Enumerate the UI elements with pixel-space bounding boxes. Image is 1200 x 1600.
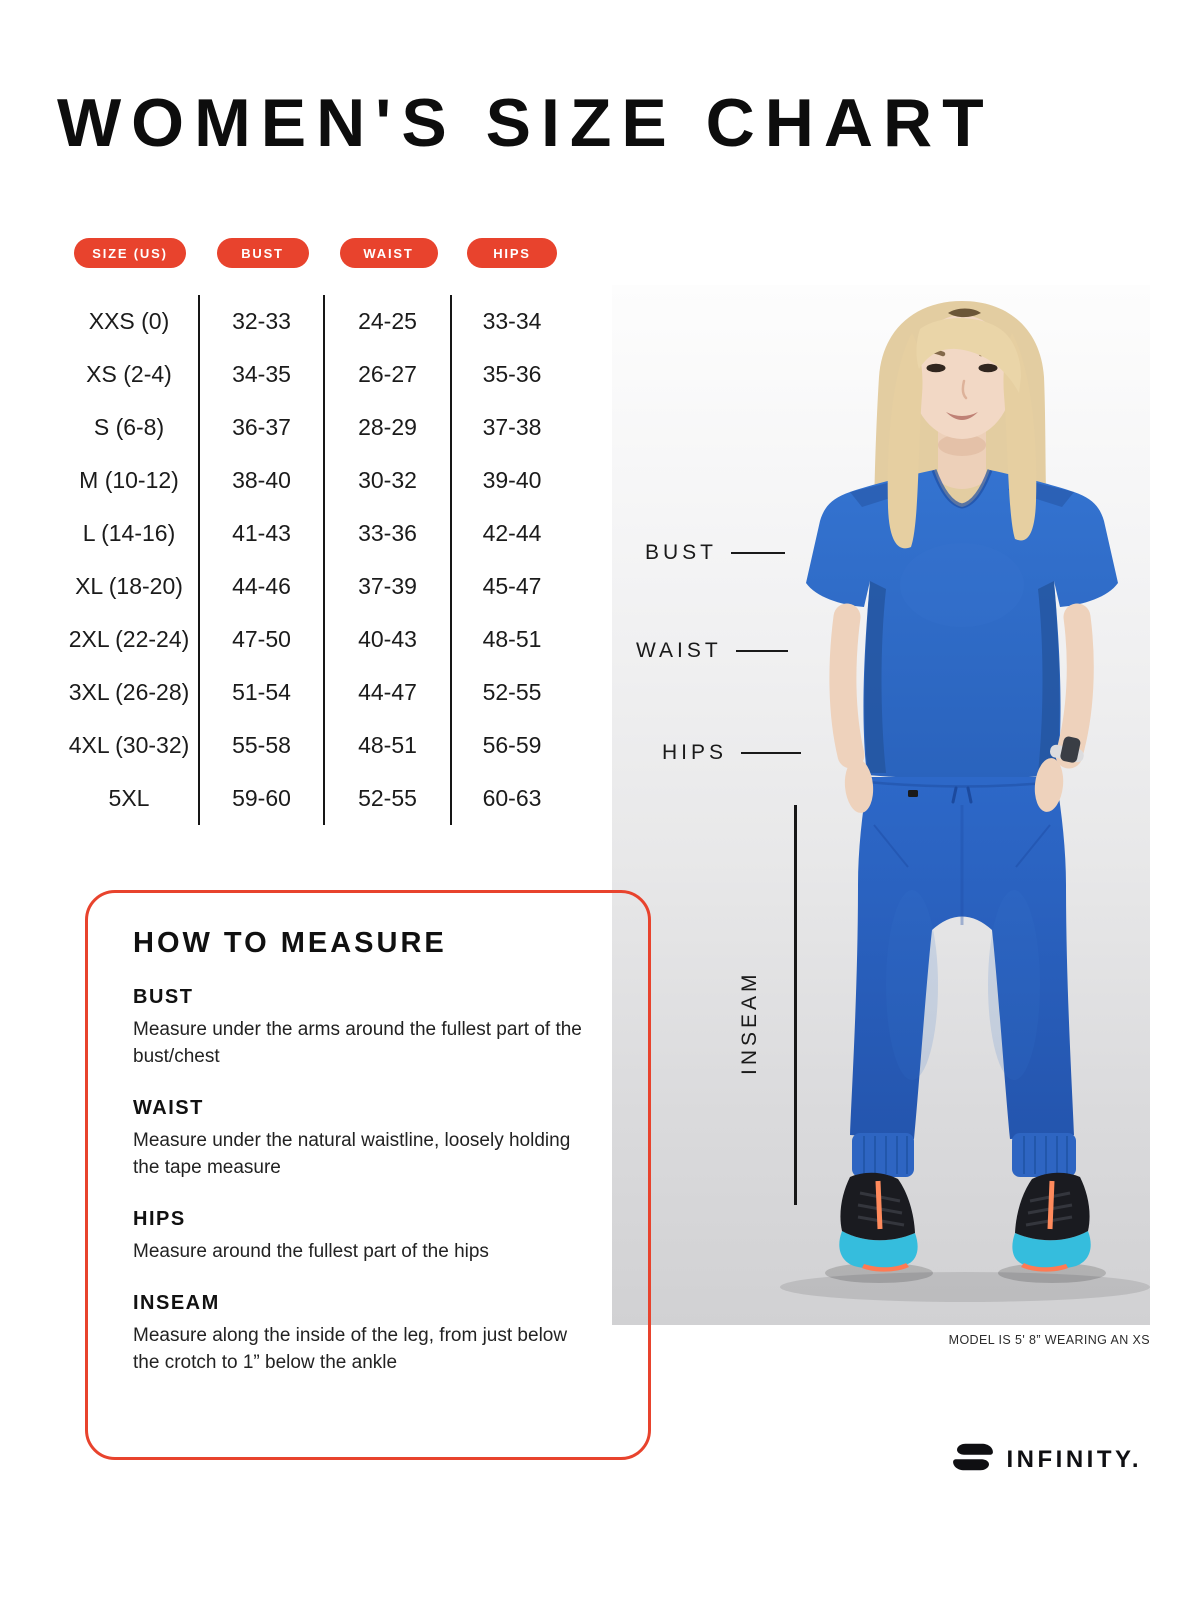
- table-cell: S (6-8): [60, 401, 200, 454]
- table-cell: L (14-16): [60, 507, 200, 560]
- hips-pointer-label: HIPS: [662, 741, 728, 764]
- table-cell: 35-36: [482, 361, 542, 387]
- how-to-measure-box: HOW TO MEASURE BUST Measure under the ar…: [85, 890, 651, 1460]
- model-illustration: [780, 301, 1150, 1302]
- bust-pointer-line: [731, 552, 786, 554]
- table-cell: 37-39: [325, 560, 452, 613]
- bust-pointer-label: BUST: [645, 541, 718, 564]
- inseam-pointer-label: INSEAM: [738, 970, 761, 1075]
- table-cell: 4XL (30-32): [60, 719, 200, 772]
- table-cell: 48-51: [325, 719, 452, 772]
- table-cell: XXS (0): [60, 295, 200, 348]
- column-pill-hips: HIPS: [467, 238, 557, 268]
- measure-item-waist: WAIST Measure under the natural waistlin…: [133, 1097, 588, 1182]
- table-cell: 44-47: [325, 666, 452, 719]
- size-table: SIZE (US) BUST WAIST HIPS XXS (0) 32-33 24…: [60, 238, 574, 825]
- table-cell: 55-58: [200, 719, 325, 772]
- inseam-pointer-line: [794, 805, 797, 1205]
- table-cell: 45-47: [482, 573, 542, 599]
- how-to-measure-title: HOW TO MEASURE: [133, 927, 447, 959]
- table-cell: 60-63: [482, 785, 542, 811]
- size-table-body: XXS (0) 32-33 24-25 33-34 XS (2-4) 34-35 26-2…: [60, 295, 574, 825]
- table-cell: 2XL (22-24): [60, 613, 200, 666]
- hips-pointer: HIPS: [662, 741, 802, 765]
- table-cell: 56-59: [482, 732, 542, 758]
- hips-pointer-line: [741, 752, 802, 754]
- bust-pointer: BUST: [645, 541, 786, 565]
- column-pill-size: SIZE (US): [74, 238, 186, 268]
- table-cell: M (10-12): [60, 454, 200, 507]
- table-cell: 41-43: [200, 507, 325, 560]
- infinity-logo-icon: [950, 1440, 996, 1479]
- table-cell: 32-33: [200, 295, 325, 348]
- table-cell: 33-34: [482, 308, 542, 334]
- table-cell: 24-25: [325, 295, 452, 348]
- page-title: WOMEN'S SIZE CHART: [57, 85, 994, 161]
- measure-item-text: Measure under the natural waistline, loo…: [133, 1129, 571, 1178]
- measure-item-text: Measure under the arms around the fulles…: [133, 1019, 582, 1067]
- table-cell: 47-50: [200, 613, 325, 666]
- table-cell: 44-46: [200, 560, 325, 613]
- table-cell: 30-32: [325, 454, 452, 507]
- waist-pointer-label: WAIST: [636, 639, 722, 662]
- measure-item-hips: HIPS Measure around the fullest part of …: [133, 1208, 588, 1266]
- measure-item-title: WAIST: [133, 1096, 204, 1119]
- table-cell: 34-35: [200, 348, 325, 401]
- table-cell: 42-44: [482, 520, 542, 546]
- brand-wordmark: INFINITY.: [1006, 1445, 1142, 1473]
- waist-pointer: WAIST: [636, 639, 788, 663]
- measure-item-title: BUST: [133, 986, 194, 1008]
- brand-logo: INFINITY.: [950, 1440, 1142, 1479]
- size-table-header: SIZE (US) BUST WAIST HIPS: [60, 238, 574, 268]
- measure-item-title: INSEAM: [133, 1291, 220, 1314]
- table-cell: 51-54: [200, 666, 325, 719]
- table-cell: 38-40: [200, 454, 325, 507]
- column-pill-waist: WAIST: [339, 238, 438, 268]
- table-cell: 3XL (26-28): [60, 666, 200, 719]
- measure-item-text: Measure along the inside of the leg, fro…: [133, 1324, 568, 1373]
- table-cell: 33-36: [325, 507, 452, 560]
- measure-item-text: Measure around the fullest part of the h…: [133, 1240, 489, 1262]
- column-pill-bust: BUST: [216, 238, 309, 268]
- table-cell: 36-37: [200, 401, 325, 454]
- model-caption: MODEL IS 5' 8” WEARING AN XS: [948, 1333, 1150, 1347]
- measure-item-bust: BUST Measure under the arms around the f…: [133, 986, 588, 1071]
- table-cell: XL (18-20): [60, 560, 200, 613]
- measure-item-inseam: INSEAM Measure along the inside of the l…: [133, 1292, 588, 1377]
- table-cell: 48-51: [482, 626, 542, 652]
- table-cell: 52-55: [325, 772, 452, 825]
- table-cell: XS (2-4): [60, 348, 200, 401]
- measure-item-title: HIPS: [133, 1207, 186, 1230]
- model-photo: BUST WAIST HIPS INSEAM: [612, 285, 1150, 1325]
- table-cell: 5XL: [60, 772, 200, 825]
- table-cell: 26-27: [325, 348, 452, 401]
- table-cell: 37-38: [482, 414, 542, 440]
- table-cell: 39-40: [482, 467, 542, 493]
- table-cell: 59-60: [200, 772, 325, 825]
- waist-pointer-line: [735, 650, 788, 652]
- table-cell: 28-29: [325, 401, 452, 454]
- table-cell: 52-55: [482, 679, 542, 705]
- table-cell: 40-43: [325, 613, 452, 666]
